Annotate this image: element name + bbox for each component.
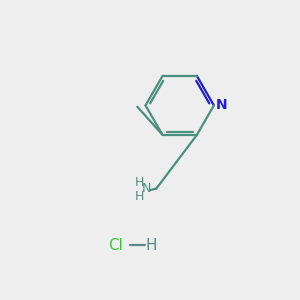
Text: N: N bbox=[215, 98, 227, 112]
Text: N: N bbox=[141, 182, 151, 195]
Text: H: H bbox=[146, 238, 157, 253]
Text: H: H bbox=[135, 190, 144, 203]
Text: H: H bbox=[135, 176, 144, 189]
Text: Cl: Cl bbox=[108, 238, 123, 253]
